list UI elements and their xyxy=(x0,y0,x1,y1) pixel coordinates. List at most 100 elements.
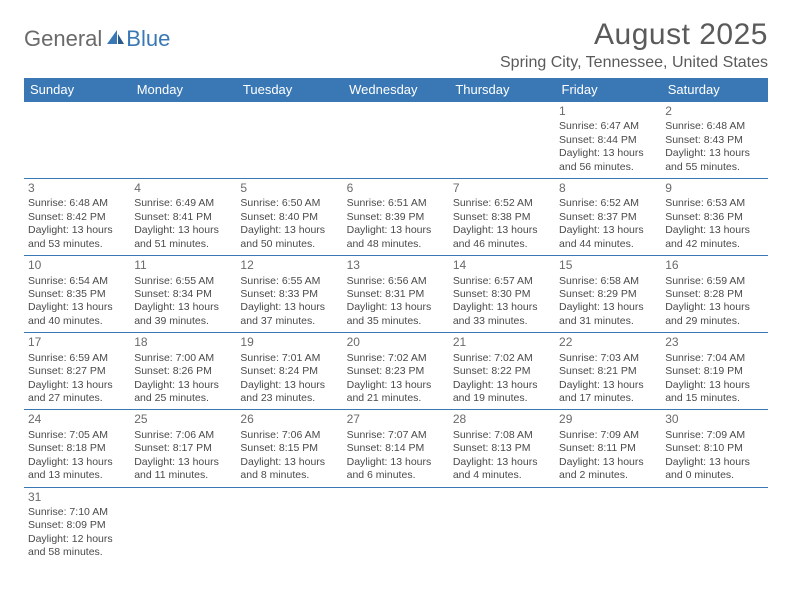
weekday-header: Thursday xyxy=(449,78,555,102)
sunset-line: Sunset: 8:21 PM xyxy=(559,365,657,378)
calendar-empty-cell xyxy=(130,487,236,564)
sunset-line: Sunset: 8:34 PM xyxy=(134,288,232,301)
calendar-day-cell: 17Sunrise: 6:59 AMSunset: 8:27 PMDayligh… xyxy=(24,333,130,410)
sunrise-line: Sunrise: 6:48 AM xyxy=(28,197,126,210)
calendar-day-cell: 23Sunrise: 7:04 AMSunset: 8:19 PMDayligh… xyxy=(661,333,767,410)
day-number: 22 xyxy=(559,335,657,350)
calendar-day-cell: 31Sunrise: 7:10 AMSunset: 8:09 PMDayligh… xyxy=(24,487,130,564)
sunset-line: Sunset: 8:40 PM xyxy=(240,211,338,224)
daylight-line: Daylight: 13 hours and 8 minutes. xyxy=(240,456,338,483)
day-number: 31 xyxy=(28,490,126,505)
daylight-line: Daylight: 13 hours and 46 minutes. xyxy=(453,224,551,251)
calendar-day-cell: 11Sunrise: 6:55 AMSunset: 8:34 PMDayligh… xyxy=(130,256,236,333)
sunrise-line: Sunrise: 6:55 AM xyxy=(240,275,338,288)
daylight-line: Daylight: 13 hours and 50 minutes. xyxy=(240,224,338,251)
daylight-line: Daylight: 13 hours and 55 minutes. xyxy=(665,147,763,174)
calendar-day-cell: 16Sunrise: 6:59 AMSunset: 8:28 PMDayligh… xyxy=(661,256,767,333)
daylight-line: Daylight: 13 hours and 21 minutes. xyxy=(347,379,445,406)
sunrise-line: Sunrise: 6:53 AM xyxy=(665,197,763,210)
daylight-line: Daylight: 13 hours and 23 minutes. xyxy=(240,379,338,406)
day-number: 23 xyxy=(665,335,763,350)
calendar-day-cell: 24Sunrise: 7:05 AMSunset: 8:18 PMDayligh… xyxy=(24,410,130,487)
day-number: 19 xyxy=(240,335,338,350)
day-number: 21 xyxy=(453,335,551,350)
daylight-line: Daylight: 13 hours and 29 minutes. xyxy=(665,301,763,328)
sunset-line: Sunset: 8:35 PM xyxy=(28,288,126,301)
sunrise-line: Sunrise: 6:51 AM xyxy=(347,197,445,210)
daylight-line: Daylight: 13 hours and 0 minutes. xyxy=(665,456,763,483)
day-number: 8 xyxy=(559,181,657,196)
calendar-day-cell: 14Sunrise: 6:57 AMSunset: 8:30 PMDayligh… xyxy=(449,256,555,333)
title-block: August 2025 Spring City, Tennessee, Unit… xyxy=(500,18,768,72)
calendar-empty-cell xyxy=(236,102,342,179)
sunrise-line: Sunrise: 7:03 AM xyxy=(559,352,657,365)
day-number: 9 xyxy=(665,181,763,196)
day-number: 5 xyxy=(240,181,338,196)
sunset-line: Sunset: 8:17 PM xyxy=(134,442,232,455)
daylight-line: Daylight: 13 hours and 51 minutes. xyxy=(134,224,232,251)
calendar-empty-cell xyxy=(449,102,555,179)
sunrise-line: Sunrise: 7:06 AM xyxy=(134,429,232,442)
weekday-header: Tuesday xyxy=(236,78,342,102)
daylight-line: Daylight: 13 hours and 35 minutes. xyxy=(347,301,445,328)
sunrise-line: Sunrise: 7:09 AM xyxy=(559,429,657,442)
sunset-line: Sunset: 8:11 PM xyxy=(559,442,657,455)
day-number: 18 xyxy=(134,335,232,350)
sunset-line: Sunset: 8:23 PM xyxy=(347,365,445,378)
sunset-line: Sunset: 8:27 PM xyxy=(28,365,126,378)
sunrise-line: Sunrise: 6:59 AM xyxy=(665,275,763,288)
sunrise-line: Sunrise: 6:56 AM xyxy=(347,275,445,288)
calendar-row: 3Sunrise: 6:48 AMSunset: 8:42 PMDaylight… xyxy=(24,179,768,256)
day-number: 10 xyxy=(28,258,126,273)
sunset-line: Sunset: 8:30 PM xyxy=(453,288,551,301)
day-number: 4 xyxy=(134,181,232,196)
sunset-line: Sunset: 8:43 PM xyxy=(665,134,763,147)
daylight-line: Daylight: 13 hours and 11 minutes. xyxy=(134,456,232,483)
day-number: 25 xyxy=(134,412,232,427)
calendar-day-cell: 21Sunrise: 7:02 AMSunset: 8:22 PMDayligh… xyxy=(449,333,555,410)
weekday-header: Saturday xyxy=(661,78,767,102)
daylight-line: Daylight: 12 hours and 58 minutes. xyxy=(28,533,126,560)
calendar-empty-cell xyxy=(449,487,555,564)
daylight-line: Daylight: 13 hours and 17 minutes. xyxy=(559,379,657,406)
sunset-line: Sunset: 8:26 PM xyxy=(134,365,232,378)
sunset-line: Sunset: 8:13 PM xyxy=(453,442,551,455)
sunset-line: Sunset: 8:09 PM xyxy=(28,519,126,532)
calendar-day-cell: 20Sunrise: 7:02 AMSunset: 8:23 PMDayligh… xyxy=(343,333,449,410)
day-number: 11 xyxy=(134,258,232,273)
sunrise-line: Sunrise: 7:09 AM xyxy=(665,429,763,442)
sunrise-line: Sunrise: 6:50 AM xyxy=(240,197,338,210)
daylight-line: Daylight: 13 hours and 2 minutes. xyxy=(559,456,657,483)
sunset-line: Sunset: 8:15 PM xyxy=(240,442,338,455)
day-number: 20 xyxy=(347,335,445,350)
sunrise-line: Sunrise: 6:47 AM xyxy=(559,120,657,133)
calendar-day-cell: 2Sunrise: 6:48 AMSunset: 8:43 PMDaylight… xyxy=(661,102,767,179)
day-number: 15 xyxy=(559,258,657,273)
calendar-day-cell: 15Sunrise: 6:58 AMSunset: 8:29 PMDayligh… xyxy=(555,256,661,333)
daylight-line: Daylight: 13 hours and 6 minutes. xyxy=(347,456,445,483)
sunset-line: Sunset: 8:33 PM xyxy=(240,288,338,301)
calendar-day-cell: 12Sunrise: 6:55 AMSunset: 8:33 PMDayligh… xyxy=(236,256,342,333)
day-number: 30 xyxy=(665,412,763,427)
calendar-day-cell: 10Sunrise: 6:54 AMSunset: 8:35 PMDayligh… xyxy=(24,256,130,333)
weekday-header: Friday xyxy=(555,78,661,102)
calendar-empty-cell xyxy=(343,487,449,564)
sunset-line: Sunset: 8:38 PM xyxy=(453,211,551,224)
sunset-line: Sunset: 8:10 PM xyxy=(665,442,763,455)
day-number: 16 xyxy=(665,258,763,273)
sunset-line: Sunset: 8:41 PM xyxy=(134,211,232,224)
calendar-day-cell: 18Sunrise: 7:00 AMSunset: 8:26 PMDayligh… xyxy=(130,333,236,410)
calendar-day-cell: 7Sunrise: 6:52 AMSunset: 8:38 PMDaylight… xyxy=(449,179,555,256)
calendar-day-cell: 27Sunrise: 7:07 AMSunset: 8:14 PMDayligh… xyxy=(343,410,449,487)
daylight-line: Daylight: 13 hours and 15 minutes. xyxy=(665,379,763,406)
calendar-row: 24Sunrise: 7:05 AMSunset: 8:18 PMDayligh… xyxy=(24,410,768,487)
calendar-empty-cell xyxy=(343,102,449,179)
logo-text-1: General xyxy=(24,26,102,52)
sunrise-line: Sunrise: 6:59 AM xyxy=(28,352,126,365)
sunrise-line: Sunrise: 7:02 AM xyxy=(453,352,551,365)
calendar-row: 10Sunrise: 6:54 AMSunset: 8:35 PMDayligh… xyxy=(24,256,768,333)
day-number: 7 xyxy=(453,181,551,196)
sunset-line: Sunset: 8:18 PM xyxy=(28,442,126,455)
daylight-line: Daylight: 13 hours and 39 minutes. xyxy=(134,301,232,328)
sunrise-line: Sunrise: 6:57 AM xyxy=(453,275,551,288)
